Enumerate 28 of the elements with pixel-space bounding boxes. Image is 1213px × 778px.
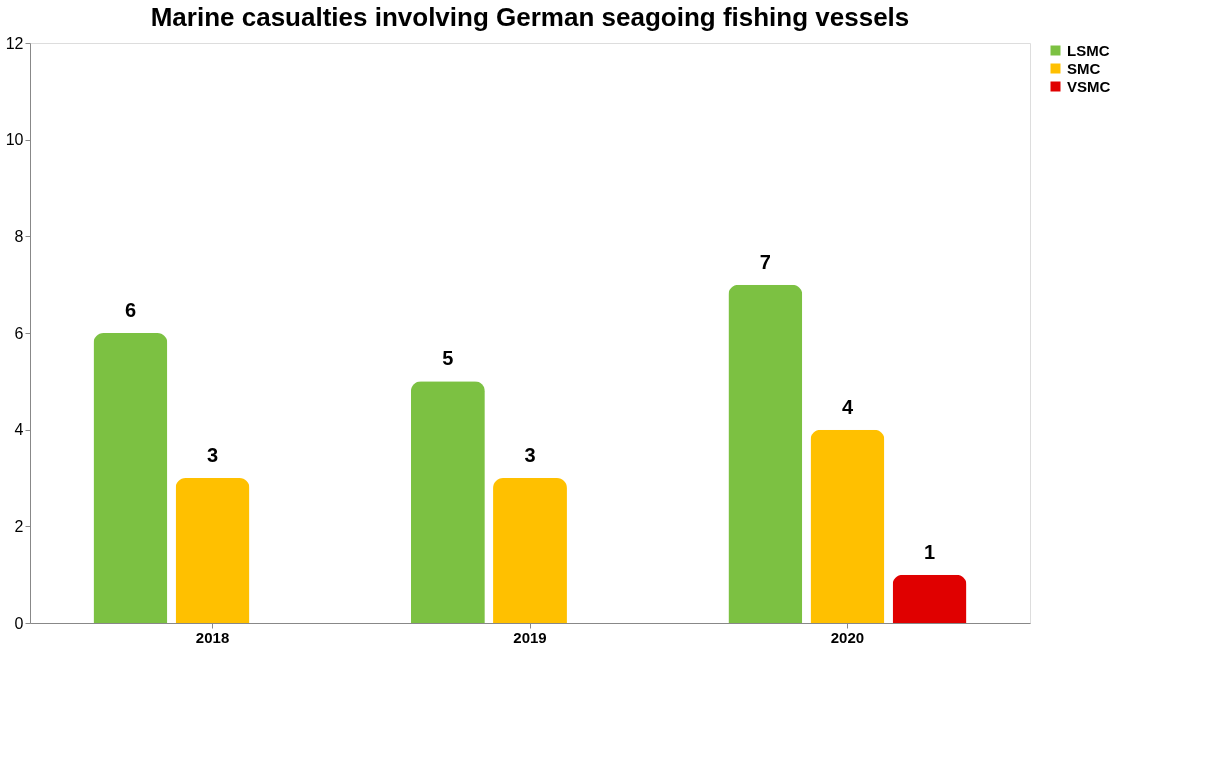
bar [810,429,885,623]
x-tick-label: 2019 [513,628,547,646]
y-tick-label: 8 [14,227,24,245]
chart-title: Marine casualties involving German seagoing fishing vessels [150,2,910,32]
y-tick-label: 0 [14,614,24,632]
data-label: 3 [524,444,536,466]
bar [175,478,250,623]
legend-label: SMC [1067,59,1101,77]
legend-label: VSMC [1067,77,1111,95]
legend-label: LSMC [1067,41,1110,59]
bar [728,284,803,623]
x-tick-label: 2018 [195,628,230,646]
data-label: 3 [206,444,219,466]
bar [93,333,168,623]
y-tick-label: 10 [5,131,24,149]
y-tick-label: 6 [14,324,24,342]
data-label: 5 [442,347,454,370]
data-label: 6 [124,299,136,321]
bar [493,478,567,623]
data-label: 7 [759,250,771,273]
x-tick-label: 2020 [830,628,865,646]
y-tick-label: 12 [5,34,24,52]
bar [410,381,485,623]
data-label: 1 [924,540,936,563]
data-label: 4 [841,395,854,418]
bar [892,574,967,623]
y-tick-label: 4 [14,421,24,439]
y-tick-label: 2 [14,517,24,535]
